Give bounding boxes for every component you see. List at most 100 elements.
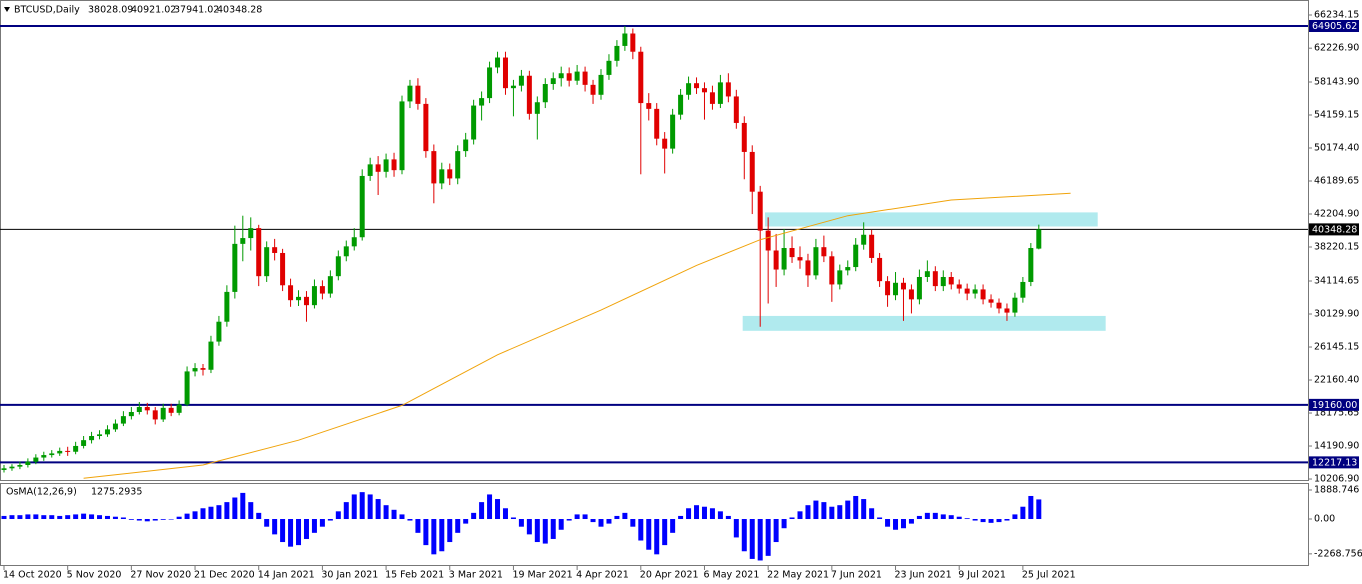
histogram-bar	[670, 519, 676, 533]
histogram-bar	[487, 494, 493, 520]
histogram-bar	[733, 519, 739, 538]
candle-body	[853, 244, 859, 268]
histogram-bar	[813, 500, 819, 520]
candle-body	[41, 455, 47, 458]
candle-body	[232, 243, 238, 292]
y-tick-label: 42204.90	[1314, 209, 1359, 220]
histogram-bar	[717, 511, 723, 520]
histogram-bar	[184, 513, 190, 520]
histogram-bar	[709, 508, 715, 520]
histogram-bar	[1020, 506, 1026, 520]
candle-body	[160, 407, 166, 420]
moving-average	[83, 192, 1071, 479]
histogram-bar	[1012, 514, 1018, 520]
candle-body	[391, 159, 397, 171]
candle-body	[152, 410, 158, 420]
histogram-bar	[893, 519, 899, 530]
candle-body	[694, 83, 700, 89]
histogram-bar	[407, 519, 413, 521]
y-tick-label: 58143.90	[1314, 77, 1359, 88]
candle-body	[582, 71, 588, 85]
candle-body	[463, 139, 469, 152]
histogram-bar	[662, 519, 668, 546]
candle-body	[988, 299, 994, 303]
x-tick-label: 5 Nov 2020	[67, 570, 122, 581]
menu-triangle[interactable]	[4, 7, 10, 12]
histogram-bar	[264, 519, 270, 527]
histogram-bar	[980, 519, 986, 523]
histogram-bar	[781, 519, 787, 529]
histogram-bar	[73, 514, 79, 520]
histogram-bar	[136, 519, 142, 521]
histogram-bar	[25, 514, 31, 520]
histogram-bar	[391, 509, 397, 520]
x-tick-label: 4 Apr 2021	[576, 570, 629, 581]
candle-body	[216, 321, 222, 342]
histogram-bar	[359, 492, 365, 520]
histogram-bar	[280, 519, 286, 543]
histogram-bar	[558, 519, 564, 530]
histogram-bar	[144, 519, 150, 522]
candle-body	[1012, 297, 1018, 313]
candle-body	[208, 341, 214, 370]
candle-body	[725, 82, 731, 97]
level-label-box	[1309, 223, 1359, 236]
y-tick-label: 54159.15	[1314, 110, 1359, 121]
candle-body	[128, 411, 134, 417]
level-label-box	[1309, 456, 1359, 469]
candle-body	[264, 247, 270, 277]
histogram-bar	[534, 519, 540, 543]
candle-body	[439, 169, 445, 184]
histogram-bar	[686, 508, 692, 520]
candle-body	[1, 468, 7, 470]
candle-body	[1004, 308, 1010, 313]
candle-body	[542, 84, 548, 103]
histogram-bar	[240, 492, 246, 520]
candle-body	[550, 78, 556, 85]
x-tick-label: 20 Apr 2021	[640, 570, 699, 581]
histogram-bar	[351, 494, 357, 520]
y-tick-label: -2268.7566	[1314, 548, 1362, 559]
candle-body	[49, 453, 55, 456]
y-tick-label: 26145.15	[1314, 342, 1359, 353]
candle-body	[749, 151, 755, 192]
histogram-bar	[1028, 495, 1034, 520]
histogram-bar	[678, 515, 684, 520]
candle-body	[455, 151, 461, 179]
candle-body	[112, 423, 118, 430]
histogram-bar	[638, 519, 644, 541]
histogram-bar	[168, 519, 174, 520]
histogram-bar	[33, 514, 39, 520]
candle-body	[479, 98, 485, 106]
x-tick-label: 19 Mar 2021	[512, 570, 572, 581]
histogram-bar	[1004, 519, 1010, 521]
candle-body	[717, 82, 723, 104]
candle-body	[280, 252, 286, 286]
histogram-bar	[821, 502, 827, 520]
histogram-bar	[773, 519, 779, 543]
candle-body	[502, 57, 508, 89]
histogram-bar	[192, 511, 198, 520]
oscillator-title: OsMA(12,26,9)	[6, 487, 77, 498]
candle-body	[9, 466, 15, 469]
high-value: 40921.02	[131, 5, 176, 16]
x-tick-label: 14 Oct 2020	[3, 570, 62, 581]
histogram-bar	[924, 512, 930, 520]
candle-body	[789, 248, 795, 258]
y-tick-label: 10206.90	[1314, 474, 1359, 485]
candle-body	[168, 407, 174, 413]
histogram-bar	[152, 519, 158, 521]
x-tick-label: 3 Mar 2021	[449, 570, 503, 581]
candle-body	[65, 450, 71, 452]
histogram-bar	[296, 519, 302, 546]
histogram-bar	[829, 506, 835, 520]
histogram-bar	[956, 516, 962, 520]
histogram-bar	[311, 519, 317, 533]
candle-body	[821, 247, 827, 257]
histogram-bar	[988, 519, 994, 523]
candle-body	[343, 246, 349, 257]
x-tick-label: 14 Jan 2021	[258, 570, 315, 581]
histogram-bar	[224, 502, 230, 520]
histogram-bar	[471, 512, 477, 520]
